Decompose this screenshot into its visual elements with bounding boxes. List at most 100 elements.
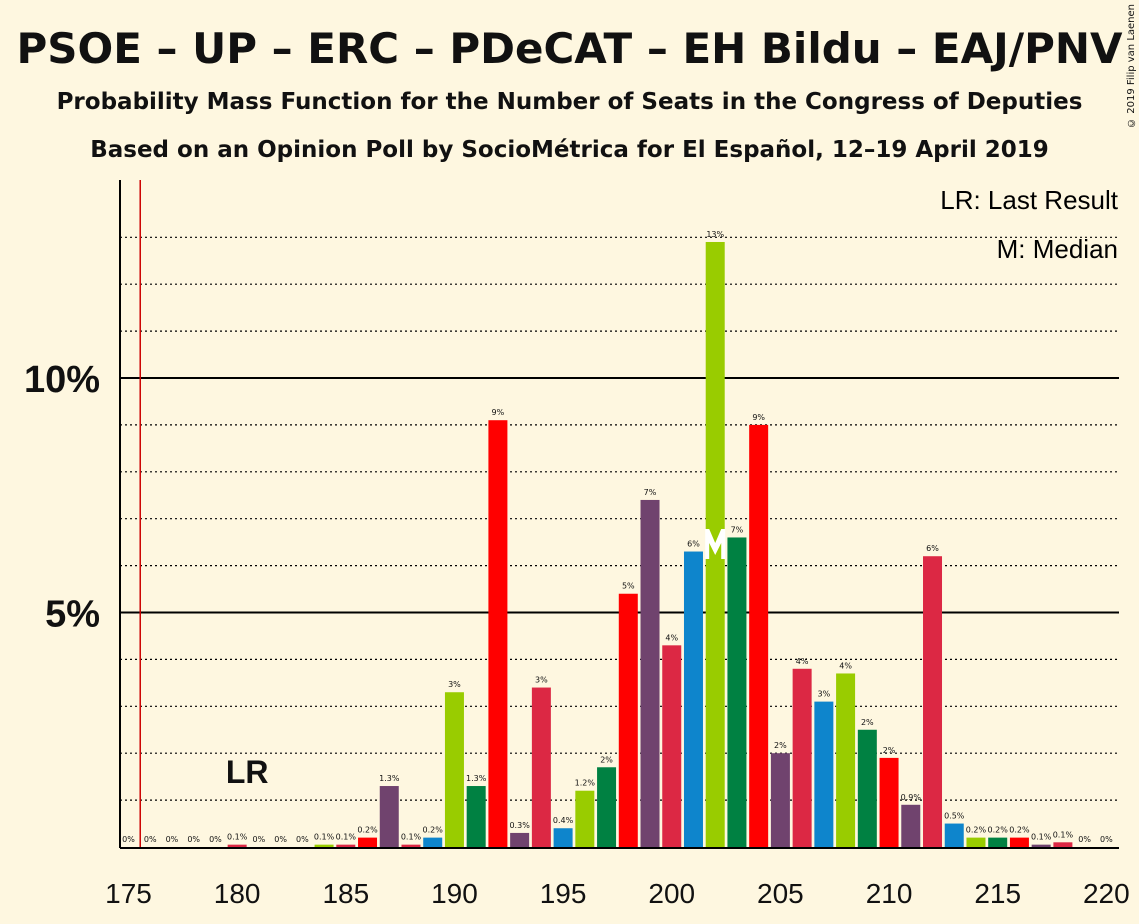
data-labels: 0% 0% 0% 0% 0% 0.1% 0% 0% 0% 0.1% 0.1%0.2%1.3%0.1%… bbox=[122, 230, 1113, 844]
bar-188 bbox=[401, 844, 421, 847]
bar-191 bbox=[466, 786, 486, 847]
bar-216 bbox=[1009, 837, 1029, 847]
bar-208 bbox=[836, 673, 856, 847]
data-label-180: 0.1% bbox=[227, 833, 248, 842]
bar-186 bbox=[358, 837, 378, 847]
data-label-199: 7% bbox=[644, 488, 657, 497]
data-label-220: 0% bbox=[1100, 835, 1113, 844]
data-label-175: 0% bbox=[122, 835, 135, 844]
data-label-187: 1.3% bbox=[379, 774, 400, 783]
data-label-201: 6% bbox=[687, 540, 700, 549]
x-tick-200: 200 bbox=[648, 878, 695, 909]
x-tick-195: 195 bbox=[540, 878, 587, 909]
data-label-193: 0.3% bbox=[509, 821, 530, 830]
bar-210 bbox=[879, 757, 899, 847]
data-label-214: 0.2% bbox=[966, 826, 987, 835]
data-label-198: 5% bbox=[622, 582, 635, 591]
data-label-178: 0% bbox=[187, 835, 200, 844]
data-label-183: 0% bbox=[296, 835, 309, 844]
x-tick-220: 220 bbox=[1083, 878, 1130, 909]
markers: LR M bbox=[139, 180, 726, 847]
data-label-185: 0.1% bbox=[336, 833, 357, 842]
bar-196 bbox=[575, 790, 595, 847]
bar-206 bbox=[792, 668, 812, 847]
bar-180 bbox=[227, 844, 247, 847]
data-label-176: 0% bbox=[144, 835, 157, 844]
data-label-206: 4% bbox=[796, 657, 809, 666]
data-label-216: 0.2% bbox=[1009, 826, 1030, 835]
legend-last-result: LR: Last Result bbox=[940, 185, 1119, 215]
data-label-208: 4% bbox=[839, 661, 852, 670]
grid-lines bbox=[120, 236, 1119, 801]
x-tick-205: 205 bbox=[757, 878, 804, 909]
data-label-195: 0.4% bbox=[553, 816, 574, 825]
data-label-197: 2% bbox=[600, 755, 613, 764]
bar-190 bbox=[444, 692, 464, 847]
bar-205 bbox=[770, 753, 790, 847]
data-label-203: 7% bbox=[731, 525, 744, 534]
chart-title: PSOE – UP – ERC – PDeCAT – EH Bildu – EA… bbox=[16, 24, 1123, 73]
data-label-194: 3% bbox=[535, 676, 548, 685]
bars bbox=[227, 241, 1073, 848]
bar-207 bbox=[814, 701, 834, 847]
data-label-207: 3% bbox=[818, 690, 831, 699]
bar-201 bbox=[683, 551, 703, 847]
chart-subtitle: Probability Mass Function for the Number… bbox=[56, 89, 1083, 115]
bar-203 bbox=[727, 537, 747, 847]
last-result-label: LR bbox=[226, 754, 269, 790]
data-label-209: 2% bbox=[861, 718, 874, 727]
bar-204 bbox=[749, 424, 769, 847]
data-label-179: 0% bbox=[209, 835, 222, 844]
data-label-182: 0% bbox=[274, 835, 287, 844]
y-tick-10: 10% bbox=[24, 359, 100, 401]
bar-198 bbox=[618, 593, 638, 847]
x-tick-185: 185 bbox=[322, 878, 369, 909]
data-label-213: 0.5% bbox=[944, 812, 965, 821]
bar-189 bbox=[423, 837, 443, 847]
data-label-217: 0.1% bbox=[1031, 833, 1052, 842]
x-tick-180: 180 bbox=[214, 878, 261, 909]
data-label-184: 0.1% bbox=[314, 833, 335, 842]
data-label-211: 0.9% bbox=[901, 793, 922, 802]
data-label-177: 0% bbox=[166, 835, 179, 844]
y-tick-5: 5% bbox=[45, 594, 100, 636]
data-label-210: 2% bbox=[883, 746, 896, 755]
bar-184 bbox=[314, 844, 334, 847]
bar-218 bbox=[1053, 842, 1073, 847]
bar-187 bbox=[379, 786, 399, 847]
bar-217 bbox=[1031, 844, 1051, 847]
bar-213 bbox=[944, 823, 964, 847]
data-label-188: 0.1% bbox=[401, 833, 422, 842]
bar-211 bbox=[901, 804, 921, 847]
bar-185 bbox=[336, 844, 356, 847]
tick-labels: 175 180 185 190 195 200 205 210 215 220 5% 10% bbox=[24, 359, 1130, 909]
bar-194 bbox=[531, 687, 551, 847]
bar-214 bbox=[966, 837, 986, 847]
axes bbox=[119, 180, 1119, 849]
legend-median: M: Median bbox=[997, 234, 1118, 264]
bar-193 bbox=[510, 832, 530, 847]
data-label-205: 2% bbox=[774, 741, 787, 750]
bar-215 bbox=[988, 837, 1008, 847]
data-label-192: 9% bbox=[492, 408, 505, 417]
x-tick-215: 215 bbox=[974, 878, 1021, 909]
bar-195 bbox=[553, 828, 573, 847]
bar-197 bbox=[597, 767, 617, 847]
data-label-218: 0.1% bbox=[1053, 830, 1074, 839]
data-label-186: 0.2% bbox=[357, 826, 378, 835]
data-label-219: 0% bbox=[1078, 835, 1091, 844]
bar-200 bbox=[662, 645, 682, 847]
data-label-189: 0.2% bbox=[423, 826, 444, 835]
x-tick-175: 175 bbox=[105, 878, 152, 909]
chart-source: Based on an Opinion Poll by SocioMétrica… bbox=[90, 137, 1049, 163]
data-label-202: 13% bbox=[706, 230, 724, 239]
bar-199 bbox=[640, 499, 660, 847]
bar-209 bbox=[857, 729, 877, 847]
data-label-191: 1.3% bbox=[466, 774, 487, 783]
median-marker: M bbox=[705, 529, 726, 559]
data-label-215: 0.2% bbox=[988, 826, 1009, 835]
bar-192 bbox=[488, 420, 508, 847]
x-tick-210: 210 bbox=[866, 878, 913, 909]
data-label-212: 6% bbox=[926, 544, 939, 553]
